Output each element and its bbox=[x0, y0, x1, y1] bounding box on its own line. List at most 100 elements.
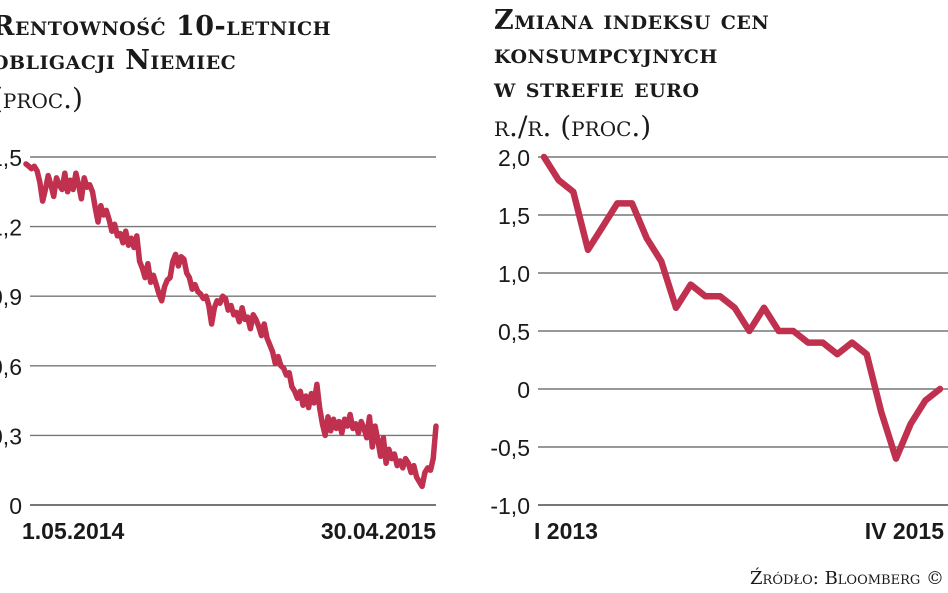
data-point bbox=[217, 300, 223, 306]
data-point bbox=[281, 365, 287, 371]
chart1-title-line-1: Rentowność 10-letnich bbox=[0, 11, 332, 42]
data-point bbox=[364, 435, 370, 441]
y-tick-label: -0,5 bbox=[490, 435, 530, 461]
data-point bbox=[137, 258, 143, 264]
y-tick-label: 0,5 bbox=[498, 319, 530, 345]
data-point bbox=[225, 307, 231, 313]
data-point bbox=[297, 388, 303, 394]
data-point bbox=[167, 275, 173, 281]
data-point bbox=[90, 189, 95, 195]
y-tick-label: 1,2 bbox=[0, 215, 22, 241]
data-point bbox=[303, 393, 309, 399]
data-point bbox=[126, 242, 131, 248]
data-point bbox=[175, 263, 181, 269]
data-point bbox=[239, 305, 245, 311]
data-point bbox=[206, 303, 212, 308]
data-point bbox=[416, 479, 422, 485]
data-point bbox=[893, 455, 899, 462]
data-point bbox=[629, 200, 635, 207]
chart1-title-line-2: obligacji Niemiec bbox=[0, 45, 237, 76]
data-point bbox=[120, 240, 126, 246]
data-point bbox=[70, 187, 76, 192]
data-point bbox=[339, 430, 345, 436]
data-point bbox=[317, 405, 323, 411]
data-point bbox=[250, 312, 256, 318]
data-point bbox=[103, 207, 109, 213]
data-point bbox=[375, 437, 381, 443]
chart2-subtitle: r./r. (proc.) bbox=[494, 110, 652, 143]
data-point bbox=[186, 275, 192, 281]
data-point bbox=[731, 304, 738, 311]
data-point bbox=[198, 291, 203, 297]
data-point bbox=[378, 453, 384, 459]
data-point bbox=[145, 261, 151, 267]
data-point bbox=[372, 423, 378, 429]
chart2-title-line-1: Zmiana indeksu cen bbox=[494, 5, 770, 36]
data-point bbox=[333, 425, 339, 431]
data-point bbox=[153, 282, 159, 288]
data-point bbox=[223, 296, 228, 301]
data-point bbox=[156, 291, 162, 297]
data-point bbox=[234, 309, 239, 315]
data-point bbox=[98, 203, 104, 209]
series-line bbox=[540, 153, 944, 462]
data-point bbox=[350, 425, 356, 431]
data-point bbox=[408, 470, 414, 475]
x-tick-label: I 2013 bbox=[534, 518, 598, 544]
chart2-title: Zmiana indeksu cen konsumpcyjnych w stre… bbox=[494, 4, 769, 106]
data-point bbox=[336, 419, 342, 424]
data-point bbox=[261, 321, 267, 327]
data-point bbox=[117, 231, 123, 237]
data-point bbox=[292, 388, 298, 394]
data-point bbox=[863, 351, 870, 358]
data-point bbox=[702, 293, 709, 300]
data-point bbox=[555, 177, 562, 184]
data-point bbox=[95, 219, 101, 225]
y-tick-label: 2,0 bbox=[498, 145, 530, 171]
data-point bbox=[411, 463, 417, 469]
data-point bbox=[170, 258, 176, 264]
data-point bbox=[386, 446, 392, 452]
data-point bbox=[937, 386, 943, 392]
data-point bbox=[264, 335, 270, 341]
data-point bbox=[328, 428, 334, 434]
data-point bbox=[614, 200, 621, 207]
data-point bbox=[112, 221, 118, 227]
data-point bbox=[228, 303, 234, 308]
data-point bbox=[128, 235, 134, 241]
data-point bbox=[422, 470, 428, 475]
chart1-subtitle: (proc.) bbox=[0, 82, 83, 115]
data-point bbox=[131, 245, 137, 250]
data-point bbox=[400, 465, 406, 471]
data-point bbox=[76, 182, 82, 188]
data-point bbox=[308, 391, 314, 397]
data-point bbox=[805, 339, 811, 346]
data-point bbox=[319, 421, 325, 427]
data-point bbox=[267, 342, 273, 348]
data-point bbox=[746, 328, 753, 334]
data-point bbox=[256, 323, 262, 329]
data-point bbox=[325, 414, 331, 420]
data-point bbox=[331, 416, 336, 422]
data-point bbox=[34, 168, 40, 174]
x-tick-label: 30.04.2015 bbox=[321, 518, 436, 544]
data-point bbox=[81, 175, 87, 181]
y-tick-label: -1,0 bbox=[490, 493, 530, 519]
data-point bbox=[92, 205, 98, 211]
data-point bbox=[54, 175, 59, 181]
data-point bbox=[159, 298, 165, 304]
data-point bbox=[819, 339, 826, 346]
data-point bbox=[790, 328, 797, 334]
y-tick-label: 0,6 bbox=[0, 354, 22, 380]
data-point bbox=[31, 163, 37, 169]
data-point bbox=[59, 187, 65, 192]
data-point bbox=[380, 435, 386, 441]
data-point bbox=[361, 425, 367, 431]
data-point bbox=[643, 235, 650, 242]
data-point bbox=[87, 182, 93, 188]
data-point bbox=[599, 223, 606, 230]
data-point bbox=[383, 460, 389, 466]
data-point bbox=[673, 304, 679, 311]
data-point bbox=[314, 381, 320, 387]
